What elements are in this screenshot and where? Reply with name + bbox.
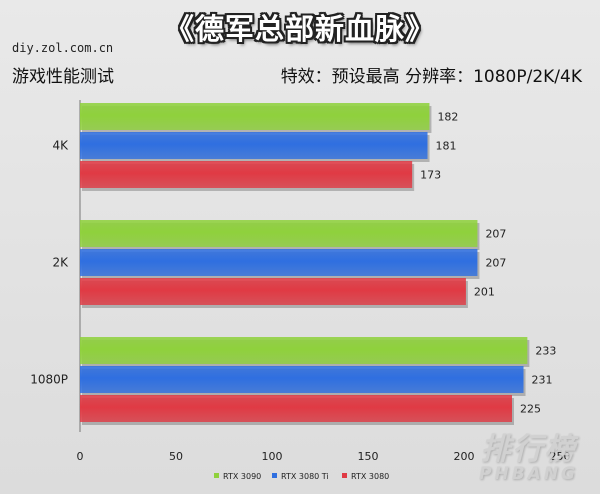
bar [80, 395, 512, 422]
data-label: 225 [520, 403, 541, 416]
bar [80, 220, 478, 247]
x-tick-label: 250 [550, 450, 571, 463]
data-label: 207 [485, 228, 506, 241]
test-settings: 特效：预设最高 分辨率：1080P/2K/4K [280, 67, 582, 87]
watermark-logo: 排行榜 PHBANG [479, 424, 578, 484]
x-tick-label: 200 [454, 450, 475, 463]
legend-label: RTX 3080 Ti [281, 472, 329, 481]
bar [80, 366, 524, 393]
bar [80, 249, 478, 276]
chart-title: 《德军总部新血脉》 [164, 12, 435, 46]
category-label: 1080P [30, 373, 68, 387]
legend-swatch [214, 473, 219, 478]
data-label: 182 [437, 111, 458, 124]
data-label: 181 [436, 140, 457, 153]
chart-subtitle: 游戏性能测试 [12, 67, 114, 87]
category-label: 4K [52, 139, 69, 153]
watermark-subtext: PHBANG [479, 464, 578, 484]
data-label: 233 [535, 345, 556, 358]
source-site: diy.zol.com.cn [12, 41, 114, 55]
bar [80, 161, 413, 188]
legend-label: RTX 3080 [351, 472, 389, 481]
data-label: 173 [420, 169, 441, 182]
data-label: 201 [474, 286, 495, 299]
x-tick-label: 0 [77, 450, 84, 463]
bar [80, 132, 428, 159]
legend-swatch [342, 473, 347, 478]
legend-swatch [272, 473, 277, 478]
bar [80, 337, 528, 364]
data-label: 207 [485, 257, 506, 270]
legend-label: RTX 3090 [223, 472, 261, 481]
category-label: 2K [52, 256, 69, 270]
data-label: 231 [532, 374, 553, 387]
bar [80, 278, 466, 305]
watermark-text: 排行榜 [480, 432, 577, 467]
bar [80, 103, 430, 130]
x-tick-label: 150 [358, 450, 379, 463]
x-tick-label: 100 [262, 450, 283, 463]
x-tick-label: 50 [169, 450, 183, 463]
